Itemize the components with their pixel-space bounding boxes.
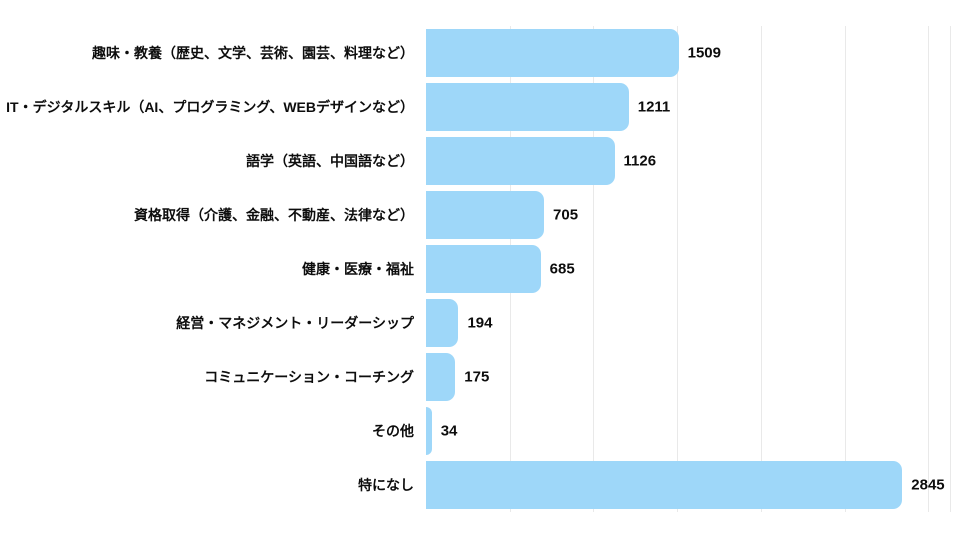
bar bbox=[426, 299, 459, 347]
bar-row: 特になし 2845 bbox=[0, 458, 950, 512]
bar bbox=[426, 461, 903, 509]
bar-area: 34 bbox=[426, 407, 950, 455]
bar-area: 685 bbox=[426, 245, 950, 293]
value-label: 705 bbox=[553, 206, 579, 224]
value-label: 34 bbox=[440, 422, 458, 440]
bar-row: コミュニケーション・コーチング 175 bbox=[0, 350, 950, 404]
value-label: 685 bbox=[549, 260, 575, 278]
value-label: 1211 bbox=[637, 98, 671, 116]
bar-area: 2845 bbox=[426, 461, 950, 509]
value-label: 194 bbox=[467, 314, 493, 332]
category-label: その他 bbox=[372, 423, 414, 439]
bar bbox=[426, 407, 432, 455]
category-label: 経営・マネジメント・リーダーシップ bbox=[176, 315, 414, 331]
bar bbox=[426, 191, 545, 239]
bar-row: 資格取得（介護、金融、不動産、法律など） 705 bbox=[0, 188, 950, 242]
value-label: 1126 bbox=[623, 152, 657, 170]
bar-row: その他 34 bbox=[0, 404, 950, 458]
gridline bbox=[950, 26, 951, 512]
bar bbox=[426, 83, 629, 131]
bar-row: 語学（英語、中国語など） 1126 bbox=[0, 134, 950, 188]
bar-area: 1126 bbox=[426, 137, 950, 185]
bar-row: 健康・医療・福祉 685 bbox=[0, 242, 950, 296]
bar-area: 1509 bbox=[426, 29, 950, 77]
category-label: 趣味・教養（歴史、文学、芸術、園芸、料理など） bbox=[92, 45, 414, 61]
bar-area: 705 bbox=[426, 191, 950, 239]
bar-row: 趣味・教養（歴史、文学、芸術、園芸、料理など） 1509 bbox=[0, 26, 950, 80]
bar-rows: 趣味・教養（歴史、文学、芸術、園芸、料理など） 1509 IT・デジタルスキル（… bbox=[0, 26, 950, 512]
category-label: 特になし bbox=[358, 477, 414, 493]
category-label: 健康・医療・福祉 bbox=[302, 261, 414, 277]
category-label: コミュニケーション・コーチング bbox=[204, 369, 414, 385]
value-label: 1509 bbox=[687, 44, 721, 62]
value-label: 2845 bbox=[911, 476, 945, 494]
bar bbox=[426, 29, 679, 77]
bar-area: 1211 bbox=[426, 83, 950, 131]
bar bbox=[426, 353, 456, 401]
bar-row: 経営・マネジメント・リーダーシップ 194 bbox=[0, 296, 950, 350]
bar-row: IT・デジタルスキル（AI、プログラミング、WEBデザインなど） 1211 bbox=[0, 80, 950, 134]
category-label: IT・デジタルスキル（AI、プログラミング、WEBデザインなど） bbox=[6, 99, 414, 115]
category-label: 資格取得（介護、金融、不動産、法律など） bbox=[134, 207, 414, 223]
category-label: 語学（英語、中国語など） bbox=[246, 153, 414, 169]
bar bbox=[426, 245, 541, 293]
bar bbox=[426, 137, 615, 185]
bar-area: 194 bbox=[426, 299, 950, 347]
value-label: 175 bbox=[464, 368, 490, 386]
bar-area: 175 bbox=[426, 353, 950, 401]
